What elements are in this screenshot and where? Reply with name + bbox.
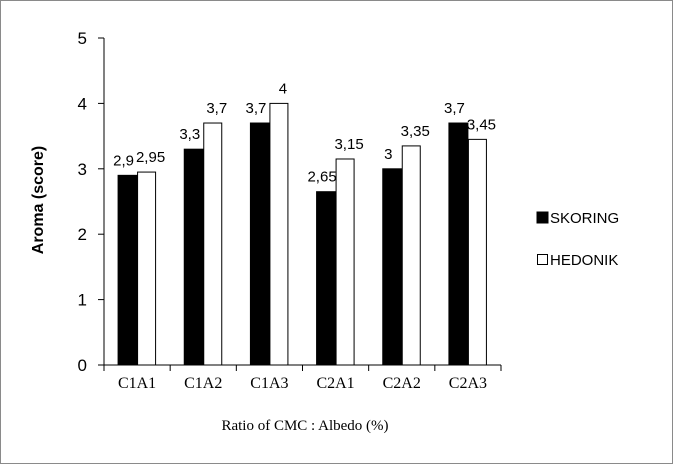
legend-swatch-skoring [536,211,549,224]
data-label-hedonik: 2,95 [136,149,165,166]
y-tick-label: 4 [78,94,87,113]
data-label-hedonik: 3,7 [206,100,227,117]
y-tick-label: 2 [78,225,87,244]
bars [117,102,487,366]
axes [98,38,501,366]
y-tick-label: 5 [78,29,87,48]
legend-swatch-hedonik [537,254,548,265]
data-label-hedonik: 3,15 [334,136,363,153]
bar-skoring [448,122,469,366]
bar-skoring [117,174,138,366]
x-tick-label: C1A2 [184,375,222,392]
bar-hedonik [269,102,289,366]
x-tick-label: C1A3 [250,375,288,392]
x-tick-label: C2A1 [316,375,354,392]
x-tick-label: C2A3 [449,375,487,392]
data-label-hedonik: 3,35 [401,123,430,140]
bar-hedonik [203,122,223,366]
bar-hedonik [467,138,487,366]
data-label-skoring: 2,65 [307,169,336,186]
bar-hedonik [401,145,421,366]
data-label-skoring: 2,9 [113,152,134,169]
data-label-skoring: 3,3 [179,126,200,143]
data-label-hedonik: 4 [279,80,287,97]
x-tick-label: C2A2 [383,375,421,392]
y-tick-label: 1 [78,291,87,310]
legend-label-hedonik: HEDONIK [550,252,618,269]
x-axis-label: Ratio of CMC : Albedo (%) [221,418,388,434]
data-label-skoring: 3,7 [444,100,465,117]
bar-hedonik [335,158,355,366]
bar-hedonik [137,171,157,366]
data-label-hedonik: 3,45 [467,116,496,133]
y-axis-ticks: 0 1 2 3 4 5 [78,29,104,375]
bar-skoring [249,122,270,366]
bar-skoring [382,168,403,366]
y-axis-label: Aroma (score) [30,146,47,254]
legend-label-skoring: SKORING [550,210,619,227]
bar-skoring [183,148,204,366]
legend: SKORING HEDONIK [536,210,619,269]
y-tick-label: 0 [78,356,87,375]
bar-skoring [316,191,337,366]
x-tick-label: C1A1 [118,375,156,392]
y-tick-label: 3 [78,160,87,179]
data-label-skoring: 3 [384,146,392,163]
data-label-skoring: 3,7 [245,100,266,117]
x-axis-ticks: C1A1 C1A2 C1A3 C2A1 C2A2 C2A3 [103,365,502,392]
